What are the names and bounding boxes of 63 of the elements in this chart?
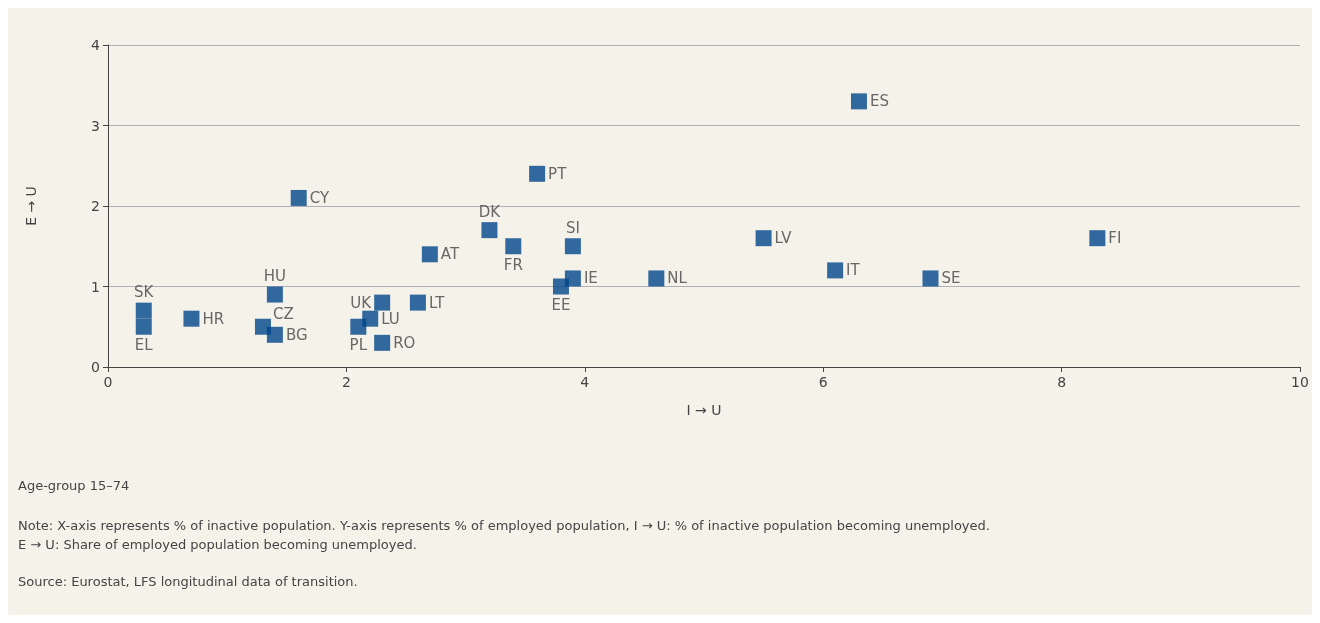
point bbox=[755, 230, 772, 247]
annotation: HR bbox=[202, 309, 225, 328]
annotation: SK bbox=[134, 283, 155, 302]
point bbox=[529, 165, 546, 182]
point bbox=[135, 318, 152, 335]
point bbox=[850, 93, 867, 110]
point bbox=[564, 238, 581, 255]
y-tick-label: 0 bbox=[91, 359, 100, 375]
annotation: FI bbox=[1108, 229, 1122, 248]
annotation: EE bbox=[551, 296, 571, 314]
annotation: AT bbox=[440, 245, 460, 264]
point bbox=[350, 318, 367, 335]
point bbox=[290, 189, 307, 206]
point bbox=[409, 294, 426, 311]
annotation: RO bbox=[393, 333, 416, 352]
annotation: CZ bbox=[272, 305, 294, 324]
annotation: HU bbox=[263, 267, 287, 286]
point bbox=[552, 278, 569, 295]
annotation: BG bbox=[285, 325, 308, 344]
text: Note: X-axis represents % of inactive population. Y-axis represents % of employed population, I → U: % of inactive population becoming unemployed. E → U: Share of employed population becoming unemployed. bbox=[18, 518, 990, 552]
annotation: IT bbox=[846, 261, 861, 280]
annotation: EL bbox=[134, 336, 154, 355]
point bbox=[481, 222, 498, 239]
annotation: DK bbox=[478, 202, 502, 221]
annotation: FR bbox=[503, 255, 523, 274]
annotation: NL bbox=[667, 269, 688, 288]
point bbox=[374, 294, 391, 311]
point bbox=[183, 310, 200, 327]
annotation: LT bbox=[428, 293, 446, 312]
point bbox=[421, 246, 438, 263]
annotation: PL bbox=[349, 336, 368, 355]
annotation: SI bbox=[565, 218, 580, 237]
annotation: ES bbox=[869, 92, 889, 111]
source-note: Source: Eurostat, LFS longitudinal data of transition. bbox=[18, 574, 358, 589]
annotation: PT bbox=[548, 164, 568, 183]
point bbox=[266, 326, 283, 343]
point bbox=[922, 270, 939, 287]
y-tick-label: 1 bbox=[91, 278, 100, 295]
x-axis-title: I → U bbox=[686, 402, 722, 418]
point bbox=[135, 302, 152, 319]
annotation: LV bbox=[774, 229, 793, 248]
text: Age-group 15–74 bbox=[18, 478, 130, 493]
annotation: IE bbox=[583, 269, 598, 288]
x-tick-label: 6 bbox=[818, 374, 828, 390]
y-axis-title: E → U bbox=[23, 186, 39, 226]
annotation: UK bbox=[350, 293, 373, 312]
annotation: SE bbox=[941, 269, 961, 288]
point bbox=[1089, 230, 1106, 247]
y-tick-label: 4 bbox=[91, 37, 101, 53]
point bbox=[505, 238, 522, 255]
point bbox=[827, 262, 844, 279]
point bbox=[374, 334, 391, 351]
point bbox=[266, 286, 283, 303]
annotation: LU bbox=[381, 309, 400, 328]
x-tick-label: 10 bbox=[1291, 374, 1309, 390]
x-tick-label: 4 bbox=[580, 374, 590, 390]
x-tick-label: 8 bbox=[1057, 374, 1067, 390]
x-tick-label: 2 bbox=[341, 374, 351, 390]
annotation: CY bbox=[309, 188, 330, 207]
y-tick-label: 2 bbox=[91, 198, 100, 214]
y-tick-label: 3 bbox=[91, 117, 100, 134]
x-tick-label: 0 bbox=[103, 374, 113, 390]
point bbox=[648, 270, 665, 287]
